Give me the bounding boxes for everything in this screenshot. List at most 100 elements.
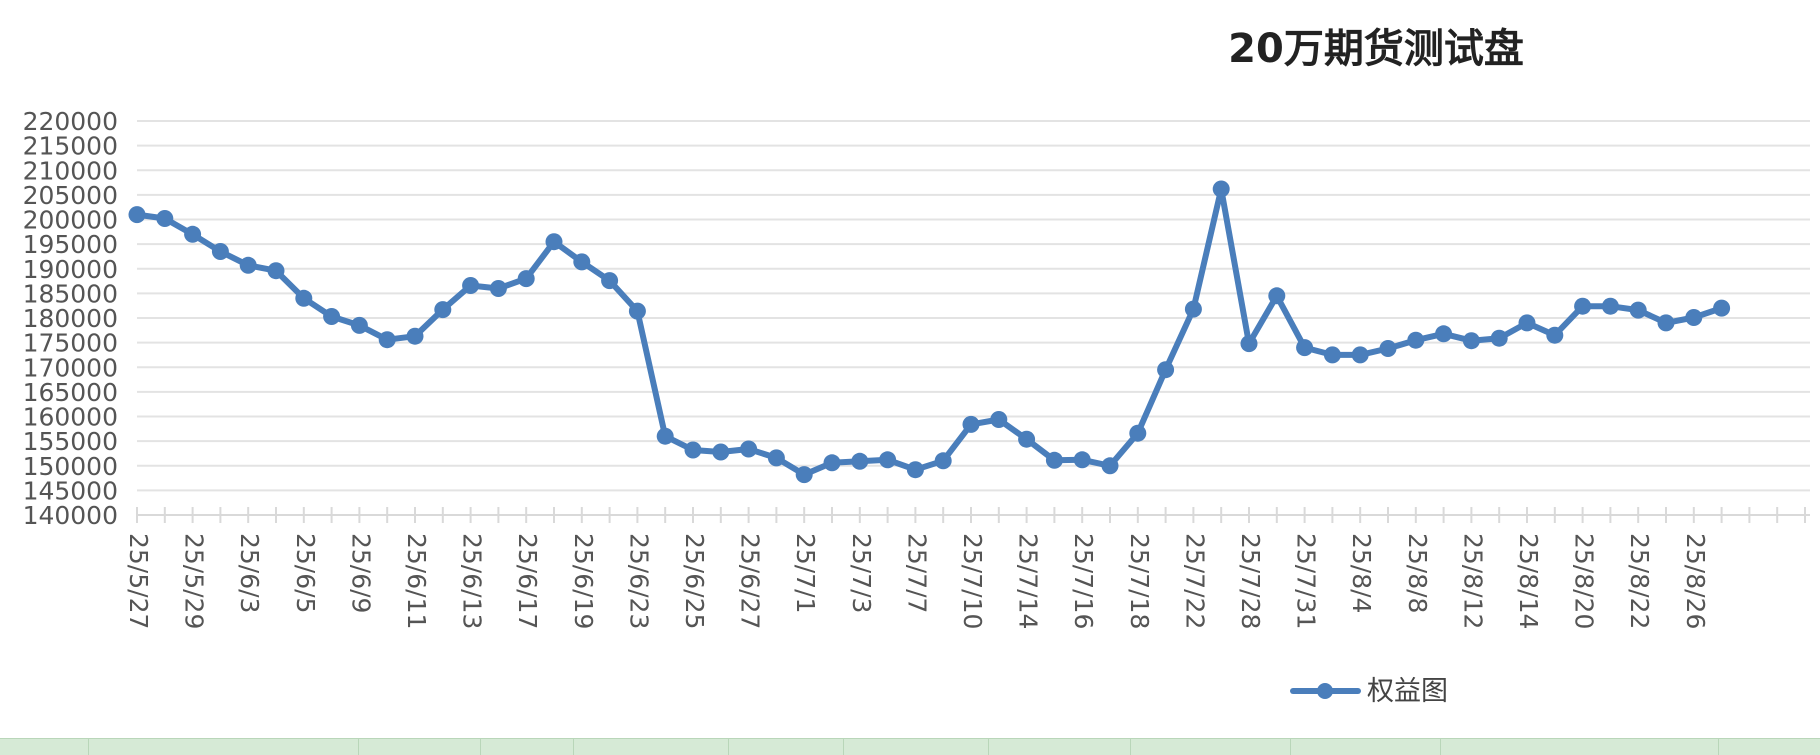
- data-point[interactable]: [935, 452, 952, 469]
- chart-title: 20万期货测试盘: [1228, 26, 1524, 72]
- data-point[interactable]: [1519, 314, 1536, 331]
- data-point[interactable]: [1658, 314, 1675, 331]
- x-tick-label: 25/6/19: [569, 533, 598, 629]
- data-point[interactable]: [323, 308, 340, 325]
- series-layer: [129, 181, 1731, 484]
- x-tick-label: 25/7/3: [847, 533, 876, 613]
- data-point[interactable]: [1241, 335, 1258, 352]
- data-point[interactable]: [1380, 340, 1397, 357]
- x-tick-label: 25/7/22: [1180, 533, 1209, 629]
- data-point[interactable]: [1685, 309, 1702, 326]
- x-tick-label: 25/7/10: [958, 533, 987, 629]
- x-tick-label: 25/7/28: [1236, 533, 1265, 629]
- data-point[interactable]: [1407, 332, 1424, 349]
- data-point[interactable]: [1435, 325, 1452, 342]
- data-point[interactable]: [1574, 298, 1591, 315]
- data-point[interactable]: [1213, 181, 1230, 198]
- x-tick-label: 25/8/20: [1570, 533, 1599, 629]
- data-point[interactable]: [601, 272, 618, 289]
- data-point[interactable]: [1546, 327, 1563, 344]
- data-point[interactable]: [1157, 361, 1174, 378]
- data-point[interactable]: [351, 317, 368, 334]
- data-point[interactable]: [907, 461, 924, 478]
- data-point[interactable]: [1185, 301, 1202, 318]
- x-tick-label: 25/6/3: [235, 533, 264, 613]
- data-point[interactable]: [240, 257, 257, 274]
- data-point[interactable]: [1602, 298, 1619, 315]
- data-point[interactable]: [1046, 452, 1063, 469]
- data-point[interactable]: [1102, 457, 1119, 474]
- data-point[interactable]: [379, 331, 396, 348]
- data-point[interactable]: [851, 453, 868, 470]
- data-point[interactable]: [685, 442, 702, 459]
- spreadsheet-grid-strip: [0, 738, 1820, 755]
- x-tick-label: 25/7/14: [1014, 533, 1043, 629]
- x-tick-label: 25/5/27: [124, 533, 153, 629]
- x-axis: 25/5/27 25/5/29 25/6/3 25/6/5 25/6/9 25/6/11 2…: [124, 507, 1820, 629]
- data-point[interactable]: [1630, 302, 1647, 319]
- data-point[interactable]: [573, 253, 590, 270]
- data-point[interactable]: [1074, 451, 1091, 468]
- data-point[interactable]: [184, 226, 201, 243]
- data-point[interactable]: [1296, 339, 1313, 356]
- data-point[interactable]: [1129, 425, 1146, 442]
- x-tick-label: 25/5/29: [180, 533, 209, 629]
- x-tick-label: 25/7/16: [1069, 533, 1098, 629]
- data-point[interactable]: [212, 243, 229, 260]
- data-point[interactable]: [156, 210, 173, 227]
- legend[interactable]: 权益图: [1293, 676, 1448, 707]
- data-point[interactable]: [796, 466, 813, 483]
- data-point[interactable]: [1463, 332, 1480, 349]
- data-point[interactable]: [740, 441, 757, 458]
- data-point[interactable]: [657, 428, 674, 445]
- sheet-cell-divider: [728, 739, 729, 755]
- data-point[interactable]: [462, 277, 479, 294]
- x-tick-label: 25/8/14: [1514, 533, 1543, 629]
- x-tick-label: 25/7/18: [1125, 533, 1154, 629]
- sheet-cell-divider: [88, 739, 89, 755]
- legend-dot-marker: [1317, 683, 1333, 699]
- x-tick-label: 25/6/9: [346, 533, 375, 613]
- data-point[interactable]: [1018, 431, 1035, 448]
- data-point[interactable]: [629, 303, 646, 320]
- data-point[interactable]: [490, 280, 507, 297]
- sheet-cell-divider: [1718, 739, 1719, 755]
- data-point[interactable]: [1268, 287, 1285, 304]
- sheet-cell-divider: [988, 739, 989, 755]
- x-tick-label: 25/6/17: [513, 533, 542, 629]
- data-point[interactable]: [1352, 346, 1369, 363]
- data-point[interactable]: [295, 290, 312, 307]
- x-tick-label: 25/8/4: [1347, 533, 1376, 613]
- x-tick-label: 25/6/5: [291, 533, 320, 613]
- data-point[interactable]: [963, 416, 980, 433]
- data-point[interactable]: [268, 262, 285, 279]
- data-point[interactable]: [824, 454, 841, 471]
- legend-series-label: 权益图: [1367, 676, 1448, 707]
- data-point[interactable]: [879, 451, 896, 468]
- x-tick-label: 25/7/7: [902, 533, 931, 613]
- x-tick-label: 25/6/11: [402, 533, 431, 629]
- data-point[interactable]: [129, 206, 146, 223]
- x-tick-label: 25/7/31: [1292, 533, 1321, 629]
- data-point[interactable]: [434, 301, 451, 318]
- data-point[interactable]: [1491, 330, 1508, 347]
- series-line: [137, 189, 1722, 475]
- data-point[interactable]: [518, 270, 535, 287]
- x-tick-label: 25/6/25: [680, 533, 709, 629]
- data-point[interactable]: [1713, 300, 1730, 317]
- sheet-cell-divider: [480, 739, 481, 755]
- x-tick-label: 25/8/22: [1625, 533, 1654, 629]
- x-tick-label: 25/7/1: [791, 533, 820, 613]
- data-point[interactable]: [768, 449, 785, 466]
- data-point[interactable]: [546, 233, 563, 250]
- sheet-cell-divider: [1440, 739, 1441, 755]
- data-point[interactable]: [407, 328, 424, 345]
- x-tick-label: 25/8/26: [1681, 533, 1710, 629]
- y-tick-label: 220000: [23, 107, 118, 136]
- data-point[interactable]: [712, 444, 729, 461]
- x-tick-label: 25/6/13: [458, 533, 487, 629]
- data-point[interactable]: [1324, 346, 1341, 363]
- data-point[interactable]: [990, 411, 1007, 428]
